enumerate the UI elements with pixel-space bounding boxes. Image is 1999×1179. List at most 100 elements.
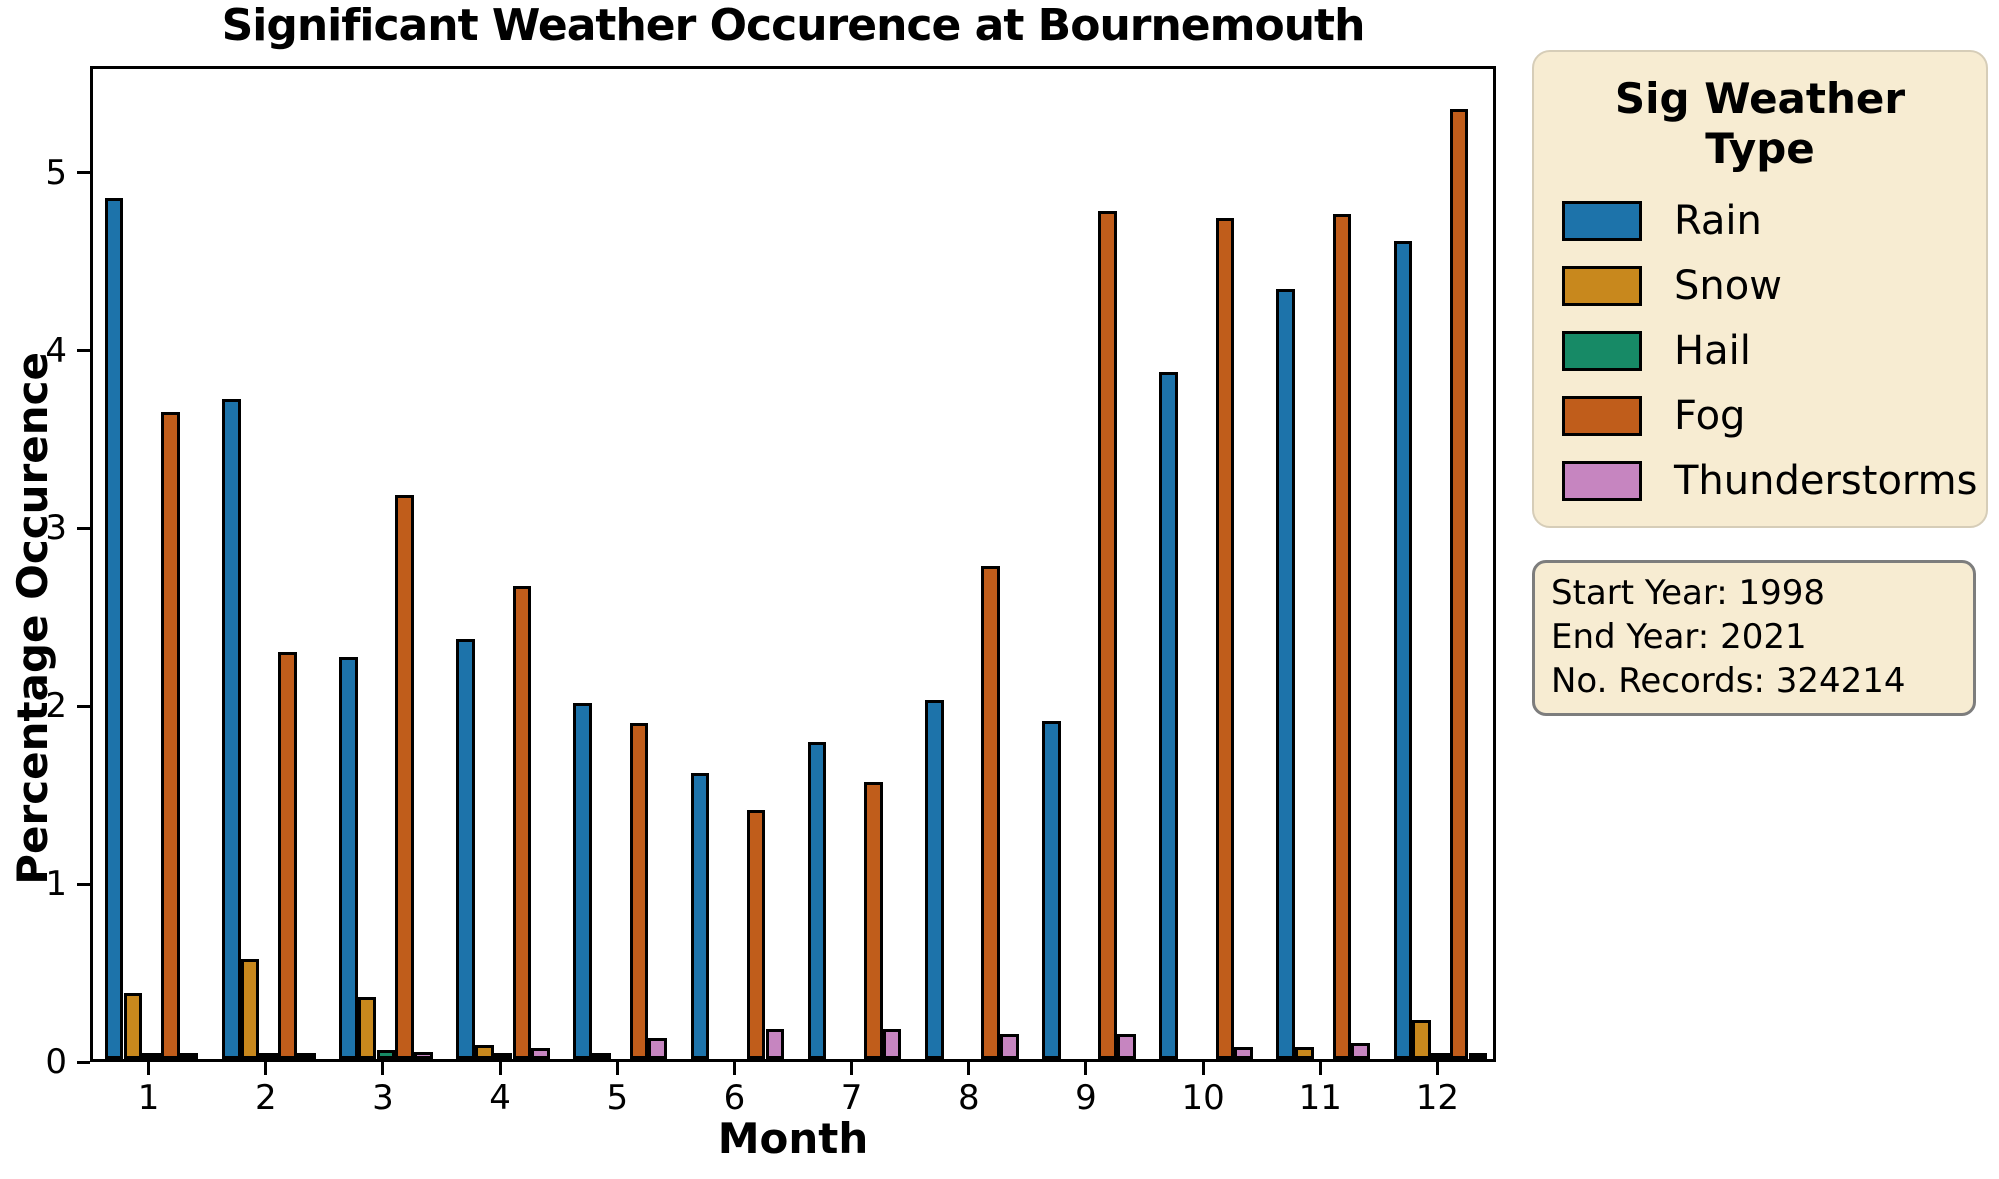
legend-label-thunderstorms: Thunderstorms: [1674, 457, 1978, 504]
x-tick-label-9: 9: [1075, 1078, 1097, 1118]
bar-hail-month-1: [142, 1053, 161, 1059]
bar-rain-month-8: [924, 700, 944, 1059]
bar-snow-month-11: [1295, 1047, 1314, 1059]
bar-fog-month-7: [864, 782, 883, 1059]
x-tick-label-3: 3: [372, 1078, 394, 1118]
bar-thunderstorms-month-11: [1351, 1043, 1371, 1059]
x-tick-label-6: 6: [723, 1078, 746, 1118]
bar-fog-month-9: [1098, 211, 1117, 1059]
legend-row-rain: Rain: [1534, 188, 1986, 253]
legend-label-rain: Rain: [1674, 197, 1762, 244]
plot-area: [90, 66, 1496, 1062]
legend-row-thunderstorms: Thunderstorms: [1534, 448, 1986, 513]
info-box: Start Year: 1998 End Year: 2021 No. Reco…: [1532, 560, 1976, 716]
bar-snow-month-5: [592, 1053, 611, 1059]
bar-rain-month-6: [690, 773, 710, 1059]
y-tick-1: [77, 882, 90, 886]
legend-swatch-rain: [1562, 200, 1642, 241]
info-start-year: Start Year: 1998: [1551, 573, 1826, 613]
bar-snow-month-2: [240, 959, 260, 1059]
bar-fog-month-10: [1215, 218, 1235, 1059]
bar-fog-month-2: [278, 652, 297, 1059]
y-tick-5: [77, 171, 90, 175]
bar-thunderstorms-month-7: [882, 1029, 902, 1059]
bar-thunderstorms-month-10: [1234, 1047, 1253, 1059]
x-tick-11: [1318, 1062, 1322, 1075]
x-tick-12: [1435, 1062, 1439, 1075]
bar-snow-month-3: [357, 997, 377, 1059]
bar-thunderstorms-month-4: [531, 1048, 550, 1059]
bar-thunderstorms-month-6: [765, 1029, 785, 1059]
bar-rain-month-4: [456, 639, 475, 1059]
bar-thunderstorms-month-5: [648, 1038, 668, 1059]
y-axis-label: Percentage Occurence: [8, 352, 57, 885]
bar-snow-month-4: [475, 1045, 494, 1059]
bar-fog-month-12: [1449, 109, 1469, 1059]
chart-title: Significant Weather Occurence at Bournem…: [221, 0, 1366, 51]
bar-snow-month-12: [1412, 1020, 1431, 1059]
x-tick-label-8: 8: [957, 1078, 980, 1118]
bar-hail-month-2: [259, 1053, 279, 1059]
x-tick-6: [732, 1062, 736, 1075]
legend-label-fog: Fog: [1674, 392, 1746, 439]
bar-hail-month-4: [493, 1053, 513, 1059]
y-tick-0: [77, 1060, 90, 1064]
legend-label-snow: Snow: [1674, 262, 1782, 309]
x-tick-8: [967, 1062, 971, 1075]
legend-row-hail: Hail: [1534, 318, 1986, 383]
legend: Sig Weather Type Rain Snow Hail Fog Thunders…: [1532, 50, 1988, 528]
bar-rain-month-7: [807, 742, 827, 1059]
y-tick-label-0: 0: [45, 1042, 67, 1082]
info-num-records: No. Records: 324214: [1551, 661, 1906, 701]
legend-title-line1: Sig Weather: [1614, 74, 1906, 123]
y-tick-label-4: 4: [45, 330, 67, 371]
x-tick-5: [615, 1062, 619, 1075]
y-tick-2: [77, 704, 90, 708]
x-tick-label-4: 4: [489, 1078, 511, 1118]
bar-rain-month-10: [1159, 372, 1178, 1059]
legend-title: Sig Weather Type: [1534, 74, 1986, 174]
bar-rain-month-12: [1393, 241, 1413, 1059]
legend-swatch-thunderstorms: [1562, 460, 1642, 501]
x-tick-2: [264, 1062, 268, 1075]
bar-fog-month-11: [1332, 214, 1352, 1059]
bar-fog-month-5: [629, 723, 649, 1059]
legend-row-snow: Snow: [1534, 253, 1986, 318]
info-end-year: End Year: 2021: [1551, 617, 1807, 657]
x-tick-9: [1084, 1062, 1088, 1075]
legend-entries: Rain Snow Hail Fog Thunderstorms: [1534, 188, 1986, 513]
bar-rain-month-11: [1276, 289, 1296, 1059]
legend-row-fog: Fog: [1534, 383, 1986, 448]
x-tick-4: [498, 1062, 502, 1075]
legend-swatch-fog: [1562, 395, 1642, 436]
y-tick-3: [77, 526, 90, 530]
legend-label-hail: Hail: [1674, 327, 1751, 374]
bar-hail-month-12: [1431, 1053, 1450, 1059]
legend-swatch-hail: [1562, 330, 1642, 371]
x-axis-label: Month: [717, 1114, 869, 1163]
x-tick-label-7: 7: [840, 1078, 863, 1118]
x-tick-7: [850, 1062, 854, 1075]
bar-fog-month-1: [161, 412, 180, 1059]
legend-swatch-snow: [1562, 265, 1642, 306]
x-tick-1: [147, 1062, 151, 1075]
bar-rain-month-1: [104, 198, 124, 1059]
bar-fog-month-6: [746, 810, 766, 1059]
x-tick-label-12: 12: [1415, 1078, 1460, 1118]
x-tick-3: [381, 1062, 385, 1075]
legend-title-line2: Type: [1705, 124, 1815, 173]
bar-thunderstorms-month-8: [999, 1034, 1019, 1059]
y-tick-label-5: 5: [45, 152, 67, 193]
bar-rain-month-3: [339, 657, 358, 1059]
bar-rain-month-5: [573, 703, 593, 1059]
bar-thunderstorms-month-1: [179, 1053, 199, 1059]
bar-hail-month-3: [376, 1050, 396, 1059]
y-tick-label-1: 1: [45, 864, 67, 905]
bar-fog-month-4: [512, 586, 532, 1059]
bar-thunderstorms-month-9: [1117, 1034, 1136, 1059]
y-tick-label-2: 2: [45, 686, 67, 727]
bar-thunderstorms-month-2: [296, 1053, 316, 1059]
x-tick-label-10: 10: [1181, 1078, 1225, 1118]
x-tick-label-5: 5: [606, 1078, 629, 1118]
